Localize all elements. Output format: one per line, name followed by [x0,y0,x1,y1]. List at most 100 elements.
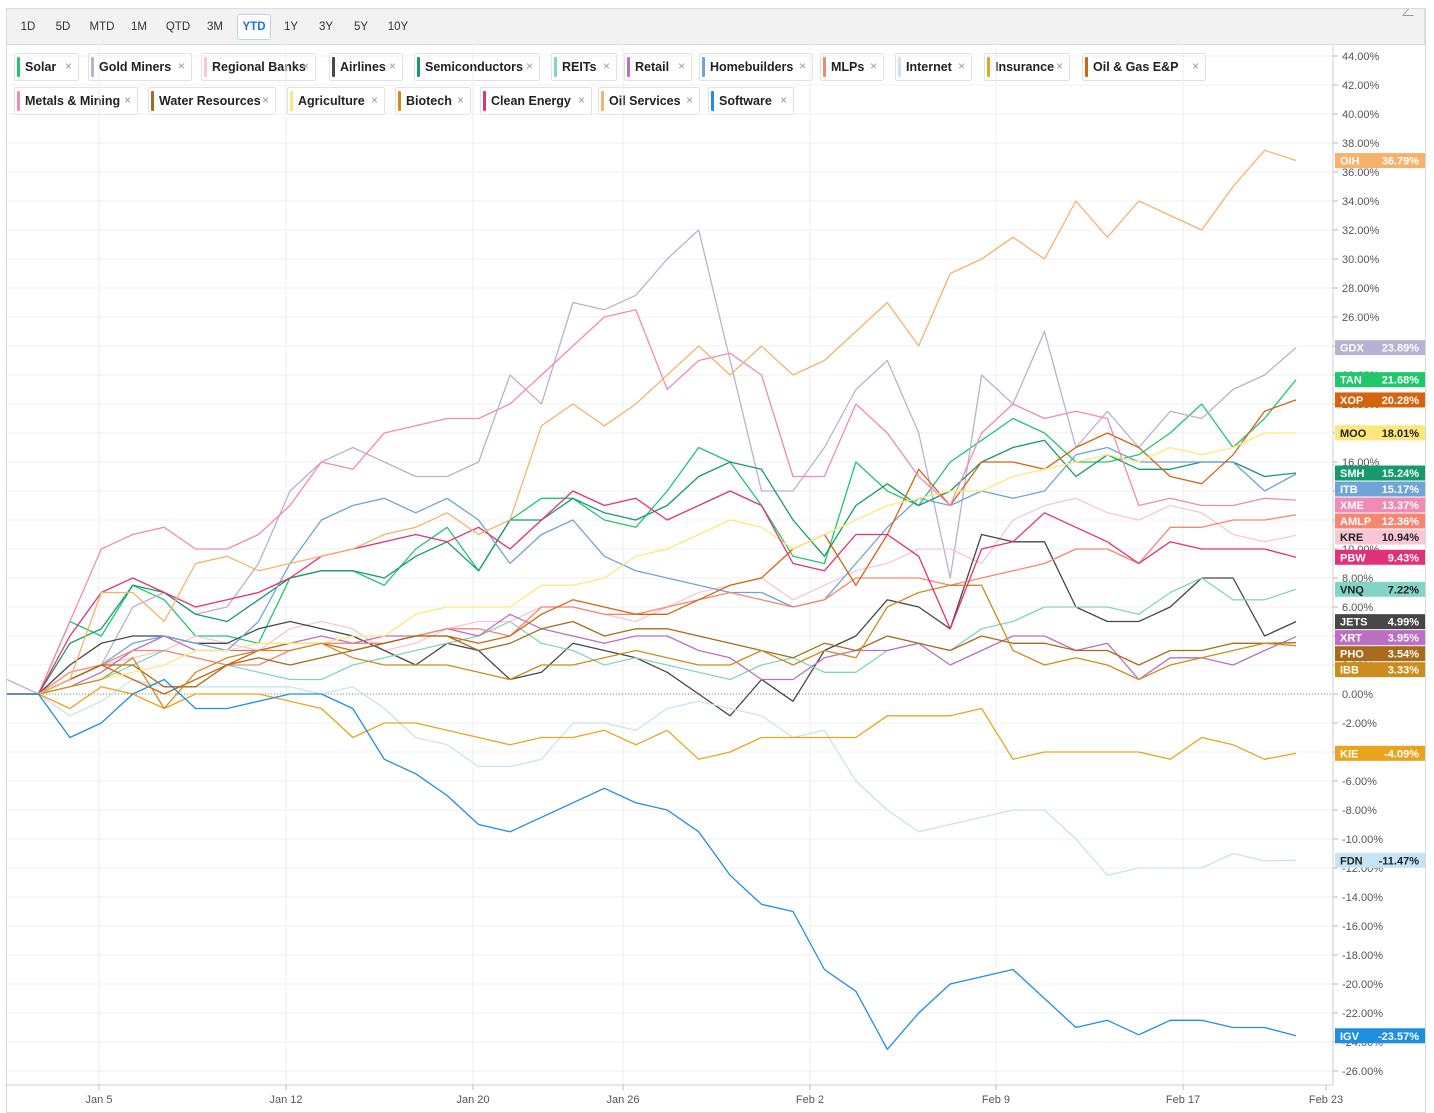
legend-label: Airlines [340,60,386,74]
legend-label: Clean Energy [491,94,571,108]
series-line-pbw[interactable] [7,490,1297,695]
legend-label: Oil Services [609,94,681,108]
remove-series-icon[interactable]: × [677,59,685,73]
series-line-pho[interactable] [7,620,1297,695]
legend-chip-smh[interactable]: Semiconductors × [414,53,540,81]
series-line-itb[interactable] [7,446,1297,695]
remove-series-icon[interactable]: × [685,93,693,107]
legend-label: Semiconductors [425,60,523,74]
remove-series-icon[interactable]: × [779,93,787,107]
end-value-ticker: GDX [1340,343,1365,355]
remove-series-icon[interactable]: × [456,93,464,107]
range-button-1y[interactable]: 1Y [283,21,299,33]
remove-series-icon[interactable]: × [177,59,185,73]
range-button-1m[interactable]: 1M [131,21,147,33]
legend-label: REITs [562,60,597,74]
legend-chip-kre[interactable]: Regional Banks × [201,53,316,81]
end-value-ticker: IGV [1340,1031,1360,1043]
y-tick-label: 44.00% [1342,51,1380,63]
remove-series-icon[interactable]: × [957,59,965,73]
series-line-ibb[interactable] [7,584,1297,710]
legend-chip-moo[interactable]: Agriculture × [287,87,385,115]
legend-swatch [987,57,990,77]
legend-chip-vnq[interactable]: REITs × [551,53,617,81]
legend-label: Gold Miners [99,60,172,74]
x-tick-label: Jan 5 [86,1094,113,1106]
series-line-igv[interactable] [7,678,1297,1050]
legend-chip-jets[interactable]: Airlines × [329,53,403,81]
end-value-ticker: JETS [1340,617,1368,629]
y-tick-label: 28.00% [1342,283,1380,295]
range-button-1d[interactable]: 1D [20,21,36,33]
legend-label: Water Resources [159,94,261,108]
remove-series-icon[interactable]: × [1191,59,1199,73]
legend-chip-itb[interactable]: Homebuilders × [699,53,813,81]
remove-series-icon[interactable]: × [301,59,309,73]
series-line-moo[interactable] [7,432,1297,695]
range-button-3y[interactable]: 3Y [318,21,334,33]
legend-swatch [711,91,714,111]
series-line-oih[interactable] [7,149,1297,695]
legend-swatch [398,91,401,111]
legend-chip-ibb[interactable]: Biotech × [395,87,471,115]
legend-chip-xop[interactable]: Oil & Gas E&P × [1082,53,1206,81]
remove-series-icon[interactable]: × [577,93,585,107]
range-button-mtd[interactable]: MTD [89,21,115,33]
legend-chip-pho[interactable]: Water Resources × [148,87,276,115]
end-value-percent: 13.37% [1382,500,1420,512]
series-line-fdn[interactable] [7,678,1297,876]
remove-series-icon[interactable]: × [261,93,269,107]
x-tick-label: Feb 9 [982,1094,1010,1106]
legend-chip-xrt[interactable]: Retail × [624,53,692,81]
y-tick-label: -14.00% [1342,892,1383,904]
remove-series-icon[interactable]: × [525,59,533,73]
legend-swatch [417,57,420,77]
end-value-tag-igv [1335,1028,1425,1044]
remove-series-icon[interactable]: × [370,93,378,107]
legend-chip-kie[interactable]: Insurance × [984,53,1070,81]
legend-label: Retail [635,60,670,74]
end-value-ticker: PHO [1340,649,1364,661]
legend-chip-fdn[interactable]: Internet × [895,53,972,81]
end-value-percent: -4.09% [1384,748,1419,760]
range-button-10y[interactable]: 10Y [387,21,409,33]
remove-series-icon[interactable]: × [602,59,610,73]
legend-chip-igv[interactable]: Software × [708,87,794,115]
remove-series-icon[interactable]: × [64,59,72,73]
series-line-kie[interactable] [7,686,1297,760]
series-line-amlp[interactable] [7,514,1297,695]
y-tick-label: 26.00% [1342,312,1380,324]
range-button-5y[interactable]: 5Y [353,21,369,33]
x-tick-label: Feb 2 [796,1094,824,1106]
end-value-percent: 20.28% [1382,395,1420,407]
range-button-3m[interactable]: 3M [207,21,223,33]
legend-chip-xme[interactable]: Metals & Mining × [14,87,138,115]
legend-label: Oil & Gas E&P [1093,60,1179,74]
series-line-gdx[interactable] [6,229,1297,695]
series-line-tan[interactable] [7,379,1297,695]
y-tick-label: 34.00% [1342,196,1380,208]
end-value-ticker: VNQ [1340,584,1364,596]
end-value-percent: 4.99% [1388,617,1419,629]
end-value-ticker: SMH [1340,468,1365,480]
series-line-xme[interactable] [7,309,1297,695]
range-button-5d[interactable]: 5D [55,21,71,33]
range-button-qtd[interactable]: QTD [165,21,191,33]
remove-series-icon[interactable]: × [798,59,806,73]
remove-series-icon[interactable]: × [123,93,131,107]
range-button-ytd[interactable]: YTD [237,14,271,40]
end-value-tag-pho [1335,646,1425,662]
y-tick-label: 32.00% [1342,225,1380,237]
legend-swatch [151,91,154,111]
legend-chip-tan[interactable]: Solar × [14,53,79,81]
series-line-smh[interactable] [7,439,1297,695]
legend-chip-amlp[interactable]: MLPs × [820,53,884,81]
remove-series-icon[interactable]: × [388,59,396,73]
remove-series-icon[interactable]: × [1055,59,1063,73]
y-tick-label: 6.00% [1342,602,1373,614]
legend-chip-gdx[interactable]: Gold Miners × [88,53,192,81]
series-line-xop[interactable] [7,399,1297,695]
series-line-jets[interactable] [7,533,1297,717]
remove-series-icon[interactable]: × [869,59,877,73]
